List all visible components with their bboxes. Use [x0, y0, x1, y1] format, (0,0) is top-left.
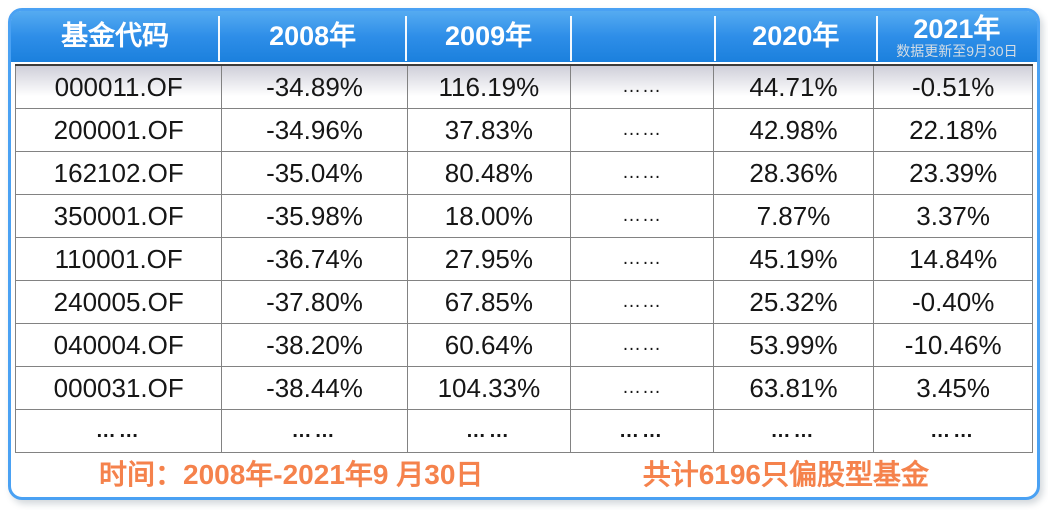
return-cell: -0.51%: [873, 64, 1033, 109]
ellipsis-cell: ……: [221, 409, 408, 453]
ellipsis-cell: ……: [14, 409, 223, 453]
return-cell: -35.98%: [221, 194, 408, 238]
return-cell: 23.39%: [873, 151, 1033, 195]
header-cell-2008: 2008年: [218, 11, 406, 62]
fund-code-cell: 000011.OF: [14, 64, 223, 109]
return-cell: 14.84%: [873, 237, 1033, 281]
fund-code-cell: 350001.OF: [14, 194, 223, 238]
return-cell: 116.19%: [406, 64, 572, 109]
ellipsis-cell: ……: [570, 366, 714, 410]
ellipsis-cell: ……: [570, 409, 714, 453]
return-cell: -35.04%: [221, 151, 408, 195]
return-cell: -38.20%: [221, 323, 408, 367]
header-cell-ellipsis: [570, 11, 715, 62]
ellipsis-cell: ……: [570, 323, 714, 367]
fund-code-cell: 200001.OF: [14, 108, 223, 152]
header-cell-2020: 2020年: [713, 11, 877, 62]
ellipsis-cell: ……: [406, 409, 572, 453]
ellipsis-cell: ……: [570, 64, 714, 109]
ellipsis-cell: ……: [570, 280, 714, 324]
table-row: 110001.OF -36.74% 27.95%…… 45.19% 14.84%: [14, 237, 1033, 281]
header-label: 2008年: [269, 21, 357, 52]
table-row: 240005.OF -37.80% 67.85%…… 25.32% -0.40%: [14, 280, 1033, 324]
return-cell: 7.87%: [712, 194, 875, 238]
return-cell: -34.89%: [221, 64, 408, 109]
table-row: 350001.OF -35.98% 18.00%…… 7.87% 3.37%: [14, 194, 1033, 238]
table-row: 200001.OF -34.96% 37.83%…… 42.98% 22.18%: [14, 108, 1033, 152]
fund-code-cell: 040004.OF: [14, 323, 223, 367]
fund-code-cell: 110001.OF: [14, 237, 223, 281]
return-cell: -10.46%: [873, 323, 1033, 367]
table-header-row: 基金代码 2008年 2009年 2020年 2021年 数据更新至9月30日: [11, 11, 1037, 62]
ellipsis-cell: ……: [570, 237, 714, 281]
return-cell: 27.95%: [406, 237, 572, 281]
table-row: 162102.OF -35.04% 80.48%…… 28.36% 23.39%: [14, 151, 1033, 195]
header-label: 2021年: [913, 13, 1001, 44]
footer-total-funds-text: 共计6196只偏股型基金: [642, 459, 929, 490]
table-row: 040004.OF -38.20% 60.64%…… 53.99% -10.46%: [14, 323, 1033, 367]
return-cell: 25.32%: [712, 280, 875, 324]
return-cell: 45.19%: [712, 237, 875, 281]
return-cell: 18.00%: [406, 194, 572, 238]
return-cell: 60.64%: [406, 323, 572, 367]
fund-returns-table: 000011.OF -34.89% 116.19%…… 44.71% -0.51% 200…: [14, 64, 1033, 453]
return-cell: 37.83%: [406, 108, 572, 152]
fund-code-cell: 240005.OF: [14, 280, 223, 324]
table-footer: 时间：2008年-2021年9 月30日 共计6196只偏股型基金: [11, 453, 1037, 498]
return-cell: -34.96%: [221, 108, 408, 152]
return-cell: -36.74%: [221, 237, 408, 281]
header-cell-fund-code: 基金代码: [11, 11, 219, 62]
ellipsis-cell: ……: [570, 108, 714, 152]
return-cell: 44.71%: [712, 64, 875, 109]
header-subnote: 数据更新至9月30日: [896, 43, 1018, 60]
header-label: 2009年: [445, 21, 533, 52]
fund-returns-panel: 基金代码 2008年 2009年 2020年 2021年 数据更新至9月30日 …: [8, 8, 1040, 500]
ellipsis-cell: ……: [570, 194, 714, 238]
fund-code-cell: 000031.OF: [14, 366, 223, 410]
return-cell: 104.33%: [406, 366, 572, 410]
return-cell: 22.18%: [873, 108, 1033, 152]
return-cell: 53.99%: [712, 323, 875, 367]
ellipsis-cell: ……: [873, 409, 1033, 453]
table-row: 000031.OF -38.44% 104.33%…… 63.81% 3.45%: [14, 366, 1033, 410]
ellipsis-cell: ……: [712, 409, 875, 453]
header-label: 2020年: [752, 21, 840, 52]
header-label: 基金代码: [61, 21, 170, 52]
return-cell: 67.85%: [406, 280, 572, 324]
ellipsis-row: ………………………………: [14, 409, 1033, 453]
return-cell: 3.45%: [873, 366, 1033, 410]
return-cell: -0.40%: [873, 280, 1033, 324]
table-row: 000011.OF -34.89% 116.19%…… 44.71% -0.51%: [14, 64, 1033, 109]
return-cell: -37.80%: [221, 280, 408, 324]
return-cell: 42.98%: [712, 108, 875, 152]
return-cell: 63.81%: [712, 366, 875, 410]
fund-code-cell: 162102.OF: [14, 151, 223, 195]
return-cell: 3.37%: [873, 194, 1033, 238]
ellipsis-cell: ……: [570, 151, 714, 195]
return-cell: -38.44%: [221, 366, 408, 410]
return-cell: 28.36%: [712, 151, 875, 195]
return-cell: 80.48%: [406, 151, 572, 195]
header-cell-2009: 2009年: [404, 11, 571, 62]
footer-period-text: 时间：2008年-2021年9 月30日: [99, 459, 484, 490]
header-cell-2021: 2021年 数据更新至9月30日: [875, 11, 1037, 62]
